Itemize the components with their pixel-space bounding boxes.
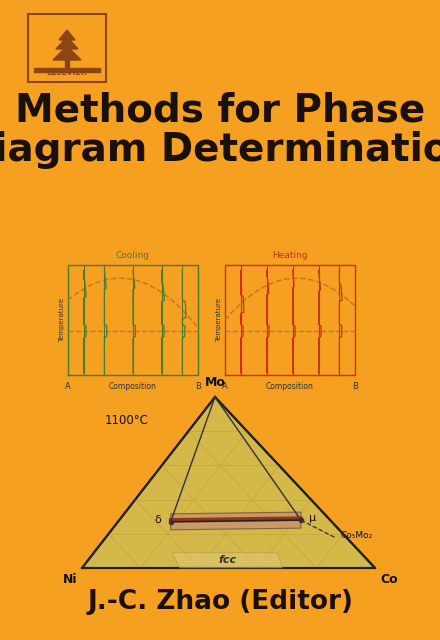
- Polygon shape: [53, 46, 81, 60]
- Text: B: B: [195, 382, 201, 391]
- Text: Composition: Composition: [109, 382, 157, 391]
- Text: Ni: Ni: [62, 573, 77, 586]
- Text: fcc: fcc: [219, 556, 237, 565]
- Polygon shape: [82, 397, 375, 568]
- Text: B: B: [352, 382, 358, 391]
- Text: μ: μ: [309, 513, 316, 523]
- Polygon shape: [56, 37, 78, 49]
- Polygon shape: [172, 553, 282, 568]
- Text: Co: Co: [380, 573, 398, 586]
- Text: Diagram Determination: Diagram Determination: [0, 131, 440, 169]
- Text: Temperature: Temperature: [59, 298, 65, 342]
- Text: Methods for Phase: Methods for Phase: [15, 91, 425, 129]
- Text: δ: δ: [154, 515, 161, 525]
- Text: Temperature: Temperature: [216, 298, 222, 342]
- Text: Composition: Composition: [266, 382, 314, 391]
- Text: ELSEVIER: ELSEVIER: [47, 68, 87, 77]
- Text: 1100°C: 1100°C: [105, 413, 149, 426]
- Text: Cooling: Cooling: [116, 251, 150, 260]
- Text: J.-C. Zhao (Editor): J.-C. Zhao (Editor): [87, 589, 353, 615]
- Polygon shape: [171, 512, 301, 530]
- Text: Co₅Mo₂: Co₅Mo₂: [341, 531, 373, 540]
- Text: A: A: [65, 382, 71, 391]
- Bar: [28, 14, 106, 82]
- Text: A: A: [222, 382, 228, 391]
- Text: Mo: Mo: [205, 376, 225, 389]
- Polygon shape: [59, 30, 75, 40]
- Text: Heating: Heating: [272, 251, 308, 260]
